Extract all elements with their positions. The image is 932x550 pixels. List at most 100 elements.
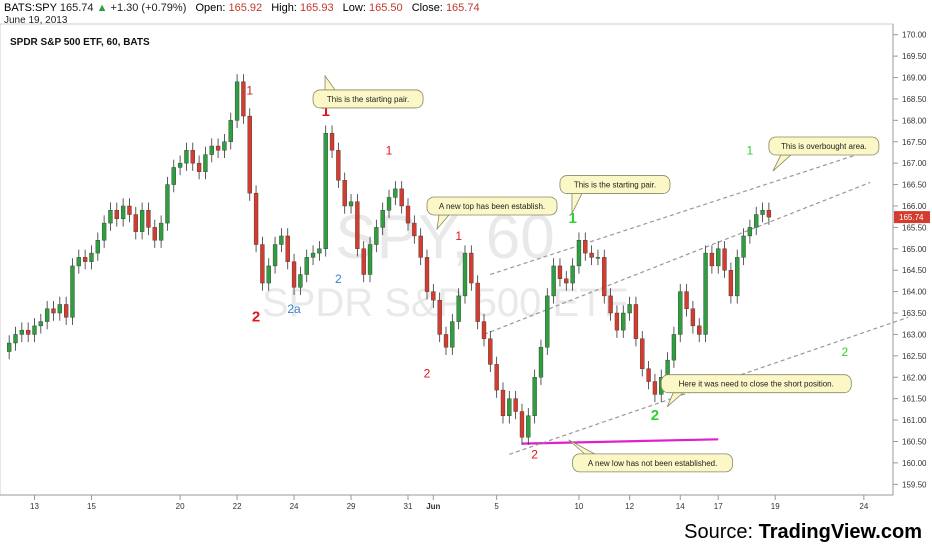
candle-body xyxy=(165,184,170,224)
x-tick-label: 10 xyxy=(574,502,583,511)
high-value: 165.93 xyxy=(299,2,334,14)
y-tick-label: 168.00 xyxy=(902,116,927,125)
candle-body xyxy=(272,244,278,267)
candle-body xyxy=(760,210,765,215)
wave-label: 1 xyxy=(246,84,253,98)
x-tick-label: 17 xyxy=(714,502,723,511)
candle-body xyxy=(348,201,354,207)
candle-body xyxy=(633,304,639,339)
wave-label: 2 xyxy=(651,407,659,424)
candle-body xyxy=(507,398,512,416)
channel-top xyxy=(490,149,871,276)
candle-body xyxy=(266,265,271,284)
y-tick-label: 160.00 xyxy=(902,459,927,468)
candle-body xyxy=(95,240,100,254)
candle-body xyxy=(703,252,708,335)
x-tick-label: 13 xyxy=(30,502,39,511)
candle-body xyxy=(114,210,119,220)
candle-body xyxy=(728,270,734,297)
candle-body xyxy=(222,141,227,151)
candle-body xyxy=(716,248,721,267)
candle-body xyxy=(101,222,107,241)
callout-text: This is the starting pair. xyxy=(327,95,409,104)
wave-label: 1 xyxy=(568,210,576,227)
y-tick-label: 165.00 xyxy=(902,245,927,254)
wave-label: 1 xyxy=(747,144,754,158)
candle-body xyxy=(57,304,62,314)
y-tick-label: 165.50 xyxy=(902,223,927,232)
candle-body xyxy=(38,321,43,327)
candle-body xyxy=(247,115,252,194)
candle-body xyxy=(526,415,531,438)
candle-body xyxy=(146,210,151,228)
candle-body xyxy=(754,214,759,228)
candle-body xyxy=(291,261,297,288)
candle-body xyxy=(196,162,202,172)
candle-body xyxy=(741,235,746,258)
candle-body xyxy=(215,145,221,151)
plot-area xyxy=(0,23,894,496)
candle-body xyxy=(228,120,233,142)
candle-body xyxy=(386,197,392,211)
y-tick-label: 163.00 xyxy=(902,330,927,339)
candle-body xyxy=(462,252,468,297)
candle-body xyxy=(19,329,24,335)
callouts: This is the starting pair. A new top has … xyxy=(312,74,880,473)
chart-title: SPDR S&P 500 ETF, 60, BATS xyxy=(10,37,150,48)
candle-body xyxy=(564,278,569,284)
y-tick-label: 161.50 xyxy=(902,395,927,404)
x-tick-label: Jun xyxy=(426,502,440,511)
candle-body xyxy=(285,235,290,262)
candle-body xyxy=(640,338,645,369)
candle-body xyxy=(456,295,461,322)
candle-body xyxy=(374,227,379,245)
candle-body xyxy=(608,295,613,314)
x-tick-label: 20 xyxy=(176,502,185,511)
wave-labels: 1 2 2a 1 2 1 1 2 2 1 2 1 2 xyxy=(246,84,848,462)
x-tick-label: 29 xyxy=(347,502,356,511)
candle-body xyxy=(481,321,487,339)
candle-body xyxy=(469,252,474,284)
up-arrow-icon: ▲ xyxy=(96,2,108,14)
candle-body xyxy=(355,201,360,249)
candle-body xyxy=(190,150,195,164)
candle-body xyxy=(443,334,449,348)
last-price-tag-label: 165.74 xyxy=(899,213,924,222)
candle-body xyxy=(538,347,544,378)
candle-body xyxy=(241,81,246,117)
candle-body xyxy=(545,295,550,348)
candles xyxy=(7,74,772,445)
candle-body xyxy=(424,257,430,292)
candle-body xyxy=(595,257,601,259)
callout-box xyxy=(768,136,880,156)
candle-body xyxy=(602,257,607,297)
candle-body xyxy=(697,325,702,335)
y-tick-label: 168.50 xyxy=(902,95,927,104)
candle-body xyxy=(646,368,651,382)
candle-body xyxy=(766,210,772,218)
candle-body xyxy=(722,248,727,271)
candle-body xyxy=(253,192,259,245)
last-price-tag xyxy=(894,211,930,224)
candle-body xyxy=(678,291,683,335)
candle-body xyxy=(209,145,214,155)
candle-body xyxy=(437,299,442,335)
callout-text: Here it was need to close the short posi… xyxy=(679,380,834,389)
candle-body xyxy=(614,312,620,331)
candle-body xyxy=(709,252,715,267)
candle-body xyxy=(336,150,341,181)
candle-body xyxy=(500,389,506,416)
candle-body xyxy=(234,81,240,121)
candle-body xyxy=(488,338,493,365)
wave-label: 1 xyxy=(386,144,393,158)
candle-body xyxy=(393,188,398,198)
y-tick-label: 160.50 xyxy=(902,437,927,446)
candle-body xyxy=(63,304,69,318)
candle-body xyxy=(557,265,563,279)
candle-body xyxy=(44,308,50,322)
wave-label: 1 xyxy=(455,229,462,243)
candle-body xyxy=(589,252,594,258)
candle-body xyxy=(450,321,455,348)
callout-text: A new low has not been established. xyxy=(588,459,717,468)
wave-label: 2 xyxy=(252,309,260,326)
